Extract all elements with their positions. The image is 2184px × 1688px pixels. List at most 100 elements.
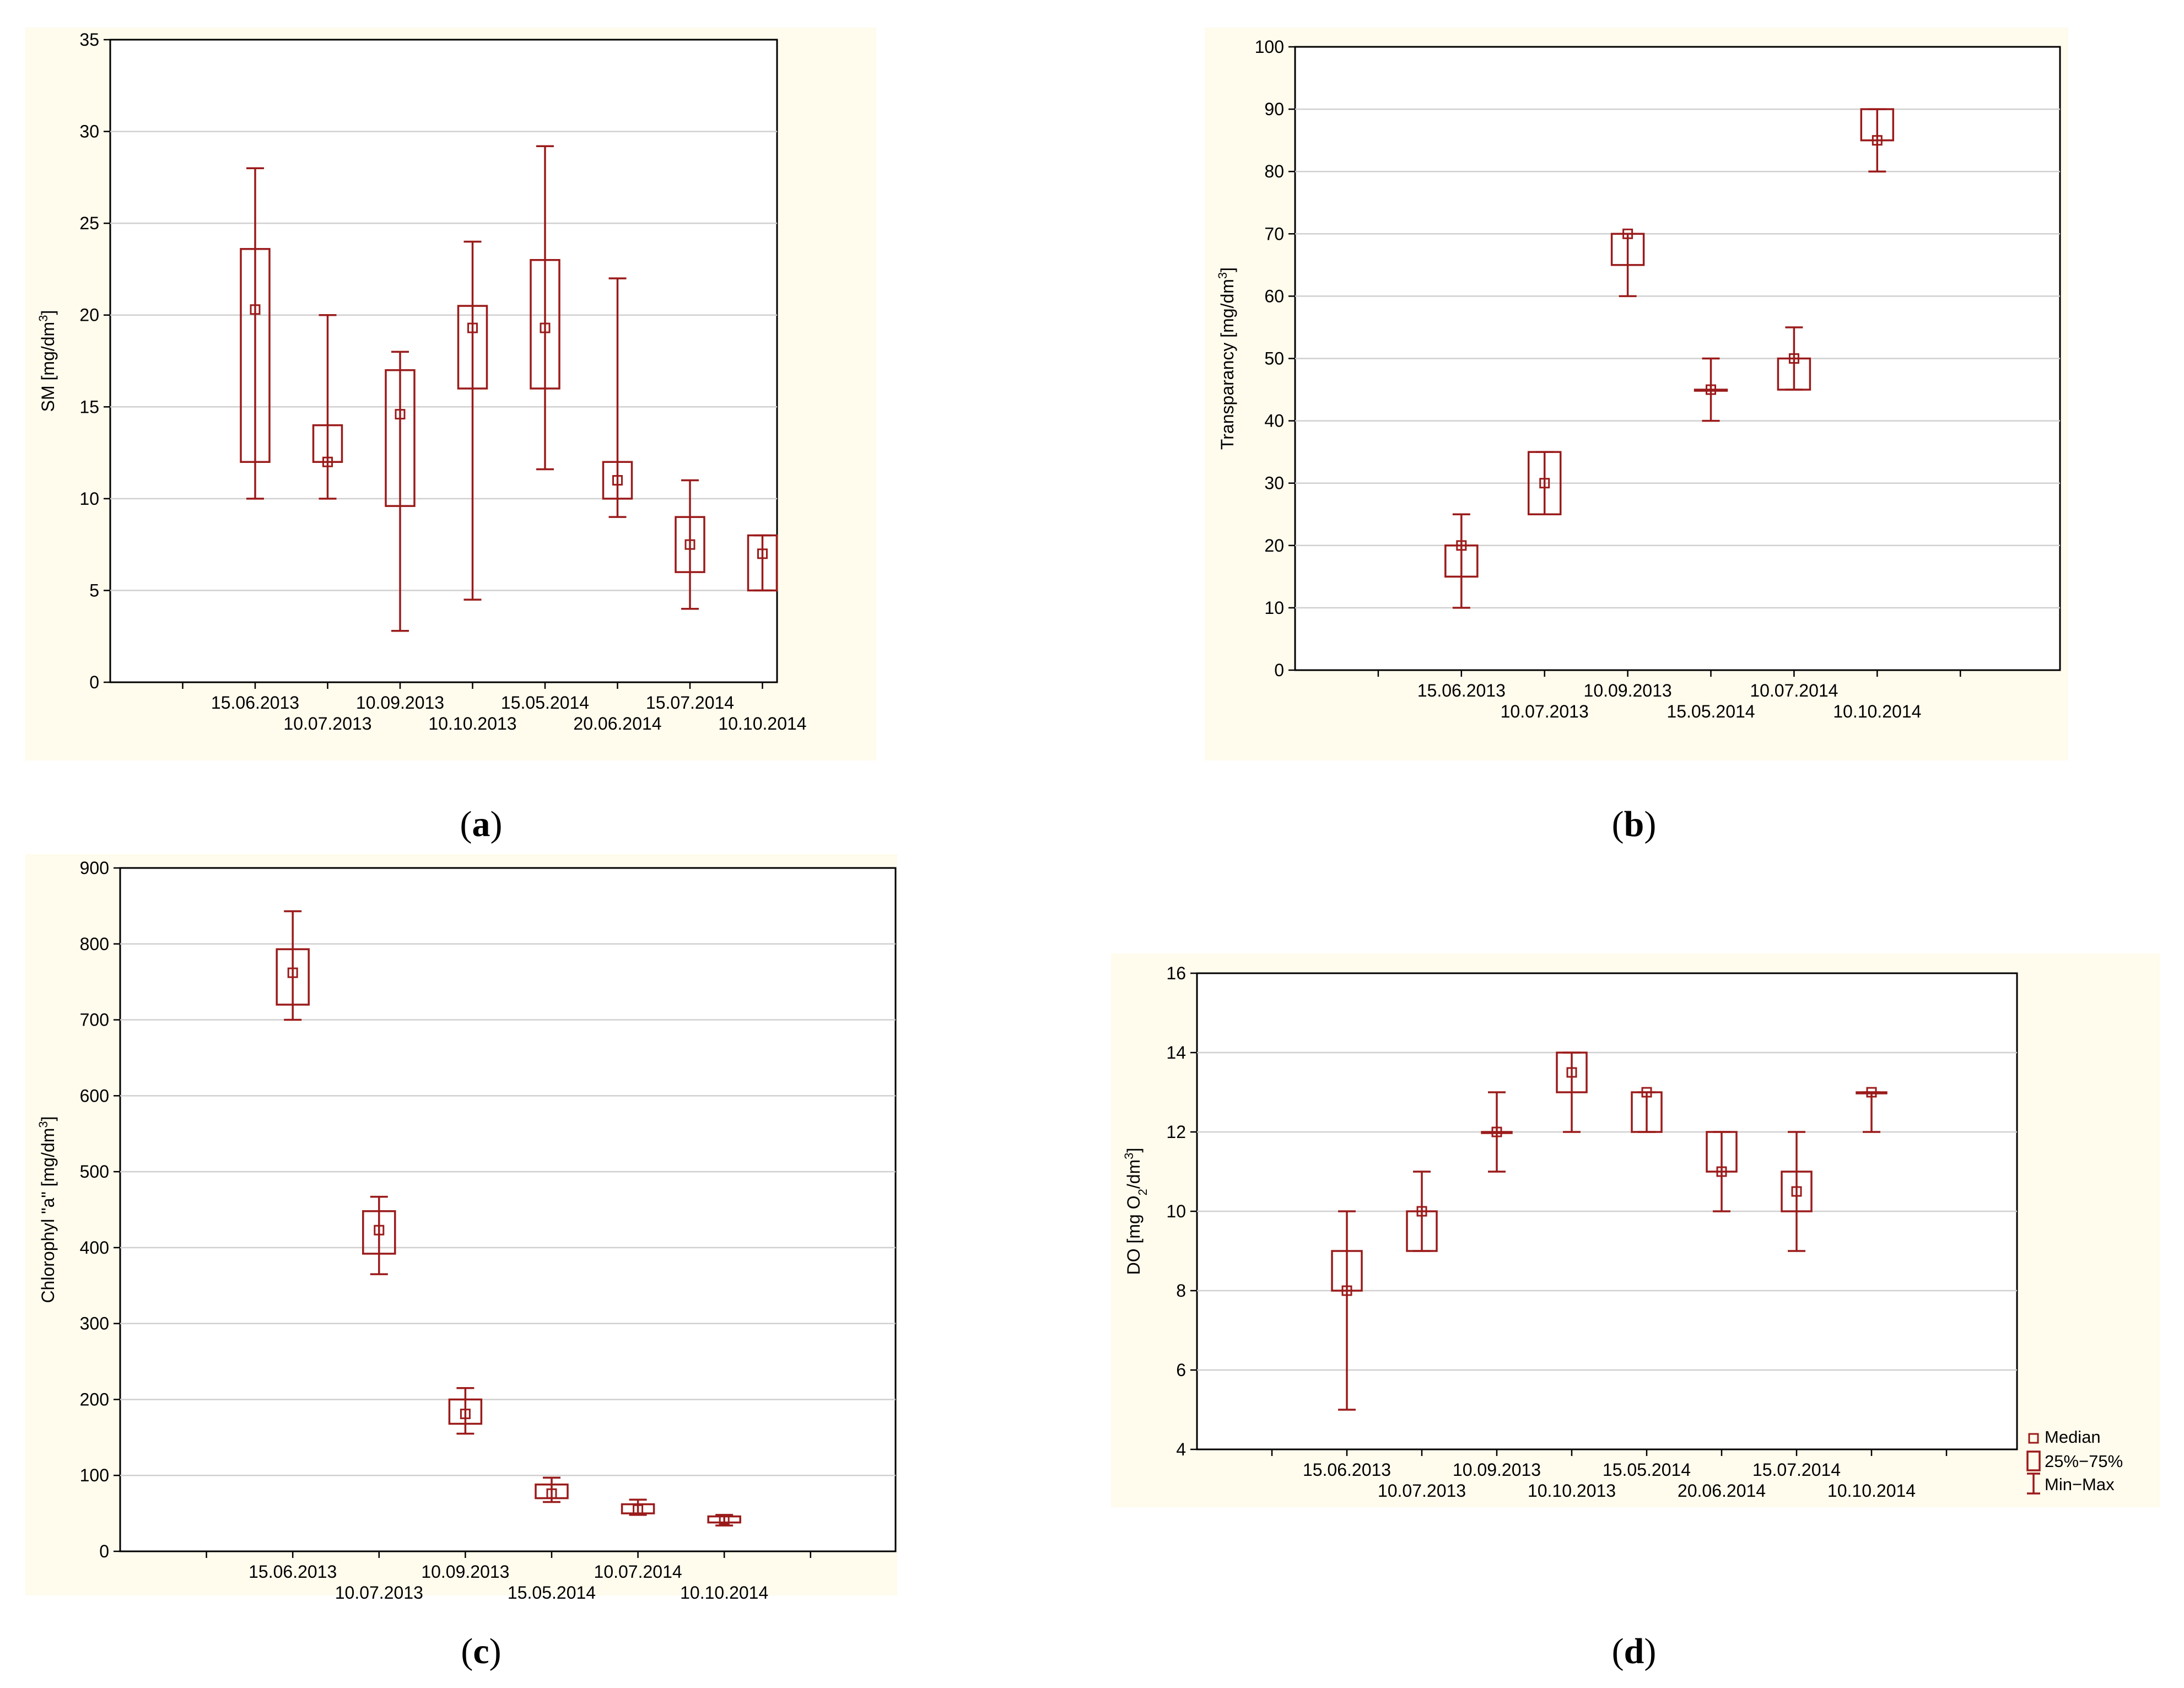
y-axis-label: DO [mg O2/dm3] — [1122, 1148, 1150, 1275]
y-tick-label: 25 — [79, 213, 99, 233]
median-marker — [612, 475, 623, 486]
iqr-box — [362, 1210, 396, 1255]
median-marker — [540, 322, 551, 333]
plot-area — [109, 39, 778, 683]
box-1 — [240, 167, 271, 500]
y-tick-label: 16 — [1166, 963, 1186, 983]
iqr-box — [448, 1398, 483, 1425]
y-tick-label: 20 — [79, 305, 99, 325]
x-tick-label: 10.10.2014 — [1833, 702, 1921, 721]
median-marker — [1788, 353, 1799, 364]
caption-b: (b) — [1612, 804, 1657, 844]
box-6 — [707, 1514, 741, 1527]
box-8 — [1856, 1087, 1888, 1133]
y-tick-label: 600 — [80, 1086, 109, 1105]
y-tick-label: 30 — [79, 122, 99, 142]
median-marker — [633, 1504, 644, 1515]
iqr-box — [602, 461, 633, 500]
box-2 — [362, 1195, 396, 1275]
median-marker — [546, 1488, 557, 1499]
y-tick-label: 0 — [89, 672, 99, 692]
x-tick-label: 10.09.2013 — [356, 693, 444, 713]
x-tick-label: 10.07.2014 — [594, 1562, 682, 1582]
y-tick-label: 700 — [80, 1010, 109, 1030]
iqr-box — [1706, 1131, 1738, 1173]
box-5 — [530, 145, 560, 471]
y-tick-label: 300 — [80, 1314, 109, 1334]
box-6 — [1706, 1131, 1738, 1212]
box-5 — [1777, 326, 1811, 391]
median-marker — [757, 548, 768, 559]
y-tick-label: 400 — [80, 1238, 109, 1258]
legend-median-label: Median — [2045, 1427, 2101, 1447]
iqr-box — [1481, 1131, 1513, 1134]
median-marker — [719, 1514, 730, 1525]
median-marker — [374, 1225, 385, 1236]
y-tick-label: 50 — [1264, 349, 1284, 369]
x-tick-label: 15.07.2014 — [1752, 1460, 1841, 1480]
median-marker — [1416, 1206, 1427, 1217]
box-4 — [1556, 1051, 1588, 1133]
y-tick-label: 90 — [1264, 99, 1284, 119]
y-tick-label: 6 — [1176, 1360, 1186, 1380]
median-marker — [250, 304, 261, 315]
y-tick-label: 20 — [1264, 536, 1284, 556]
box-1 — [1444, 513, 1479, 609]
y-tick-label: 80 — [1264, 161, 1284, 181]
caption-a: (a) — [460, 804, 503, 844]
box-7 — [1781, 1131, 1813, 1252]
box-3 — [448, 1387, 483, 1435]
y-tick-label: 200 — [80, 1389, 109, 1409]
iqr-box — [1527, 451, 1562, 516]
y-axis-label: Transparancy [mg/dm3] — [1216, 267, 1238, 450]
median-marker — [322, 456, 333, 467]
iqr-box — [312, 424, 343, 463]
plot-area — [119, 867, 897, 1552]
iqr-box — [675, 516, 705, 573]
caption-letter-a: a — [472, 804, 490, 844]
y-tick-label: 100 — [1255, 37, 1284, 57]
legend-median-marker — [2028, 1433, 2039, 1444]
box-3 — [385, 350, 416, 632]
median-marker — [1622, 228, 1633, 239]
x-tick-label: 15.05.2014 — [508, 1583, 596, 1603]
y-tick-label: 5 — [89, 580, 99, 600]
x-tick-label: 10.10.2014 — [680, 1583, 768, 1603]
caption-letter-b: b — [1624, 804, 1644, 844]
box-3 — [1481, 1091, 1513, 1173]
caption-letter-c: c — [473, 1631, 489, 1671]
legend-box-marker — [2026, 1450, 2041, 1471]
x-tick-label: 10.09.2013 — [1453, 1460, 1541, 1480]
iqr-box — [530, 259, 560, 390]
x-tick-label: 15.05.2014 — [1667, 702, 1755, 721]
x-tick-label: 15.06.2013 — [1303, 1460, 1391, 1480]
y-tick-label: 0 — [99, 1541, 109, 1561]
median-marker — [1539, 478, 1550, 489]
iqr-box — [1406, 1210, 1438, 1252]
box-5 — [1631, 1087, 1663, 1133]
y-tick-label: 8 — [1176, 1281, 1186, 1301]
y-axis-label: SM [mg/dm3] — [36, 310, 58, 412]
iqr-box — [276, 948, 310, 1006]
x-tick-label: 15.06.2013 — [249, 1562, 337, 1582]
x-tick-label: 10.07.2013 — [1501, 702, 1589, 721]
y-tick-label: 12 — [1166, 1122, 1186, 1142]
x-tick-label: 15.07.2014 — [646, 693, 734, 713]
iqr-box — [747, 534, 778, 592]
box-1 — [276, 910, 310, 1021]
iqr-box — [457, 305, 488, 390]
chart-panel-d: 4 6 8 10 12 14 16 DO [mg O2/dm3] 15.06.201310.07… — [1111, 953, 2160, 1507]
y-tick-label: 60 — [1264, 286, 1284, 306]
iqr-box — [707, 1515, 741, 1524]
box-2 — [312, 314, 343, 500]
median-marker — [1456, 540, 1467, 551]
chart-panel-b: 0 10 20 30 40 50 60 70 80 90 100 Transparancy [mg/d… — [1205, 28, 2068, 761]
box-2 — [1406, 1171, 1438, 1252]
y-tick-label: 10 — [79, 489, 99, 509]
x-tick-label: 10.10.2013 — [1528, 1481, 1616, 1501]
x-tick-label: 15.06.2013 — [211, 693, 299, 713]
median-marker — [1341, 1285, 1352, 1296]
iqr-box — [1860, 108, 1895, 142]
median-marker — [684, 539, 695, 550]
legend-whisker-label: Min−Max — [2045, 1475, 2115, 1494]
